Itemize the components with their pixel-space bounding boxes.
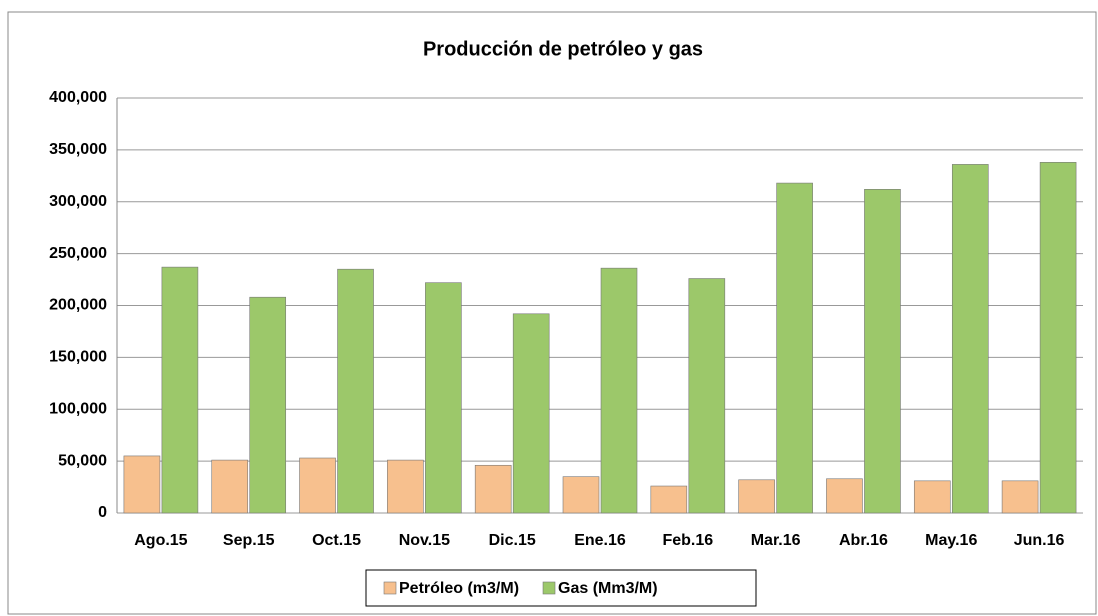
bar: [562, 476, 600, 514]
bar: [650, 485, 688, 514]
y-tick-label: 100,000: [49, 400, 107, 417]
y-tick-label: 300,000: [49, 193, 107, 210]
x-tick-label: Feb.16: [662, 532, 713, 549]
x-tick-label: Sep.15: [223, 532, 275, 549]
x-tick-label: Mar.16: [751, 532, 801, 549]
x-tick-label: Oct.15: [312, 532, 361, 549]
bar: [776, 182, 813, 514]
y-tick-label: 50,000: [58, 452, 107, 469]
bar: [600, 267, 638, 514]
bar: [211, 459, 249, 514]
legend-swatch: [383, 581, 397, 595]
y-tick-label: 150,000: [49, 349, 107, 366]
bar: [474, 464, 512, 514]
bar: [512, 313, 550, 514]
legend-box: [365, 569, 757, 607]
bar: [951, 164, 989, 514]
y-tick-label: 0: [98, 504, 107, 521]
legend-swatch: [542, 581, 556, 595]
x-tick-label: Nov.15: [399, 532, 450, 549]
y-tick-label: 250,000: [49, 245, 107, 262]
y-tick-label: 400,000: [49, 89, 107, 106]
bar: [1039, 162, 1077, 514]
bar: [249, 296, 287, 514]
bar: [913, 480, 951, 514]
bar: [738, 479, 775, 514]
chart-title: Producción de petróleo y gas: [423, 38, 703, 60]
bar: [337, 268, 374, 514]
y-tick-label: 350,000: [49, 141, 107, 158]
bar: [425, 282, 462, 514]
x-tick-label: Abr.16: [839, 532, 888, 549]
bar: [864, 189, 901, 514]
legend-label: Petróleo (m3/M): [399, 580, 519, 597]
x-tick-label: Jun.16: [1014, 532, 1065, 549]
bar: [299, 457, 336, 514]
x-tick-label: May.16: [925, 532, 977, 549]
y-tick-label: 200,000: [49, 297, 107, 314]
x-tick-label: Ago.15: [134, 532, 187, 549]
bar: [1001, 480, 1039, 514]
bar: [826, 478, 863, 514]
bar: [387, 459, 424, 514]
x-tick-label: Dic.15: [489, 532, 536, 549]
x-tick-label: Ene.16: [574, 532, 626, 549]
bar: [123, 455, 161, 514]
bar: [161, 266, 199, 514]
bar: [688, 278, 726, 514]
legend-label: Gas (Mm3/M): [558, 580, 658, 597]
